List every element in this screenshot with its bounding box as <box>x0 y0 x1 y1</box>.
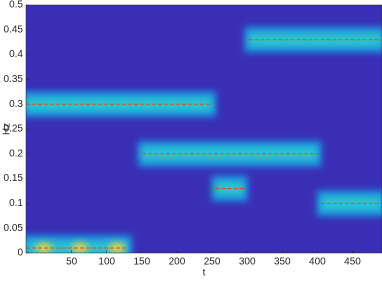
y-tick-label: 0.35 <box>4 74 24 85</box>
x-tick-label: 450 <box>344 257 361 268</box>
plot-frame <box>25 4 382 254</box>
y-tick-label: 0 <box>17 248 23 259</box>
x-axis-label: t <box>203 268 206 279</box>
y-tick-label: 0.4 <box>9 49 23 60</box>
x-tick-label: 300 <box>239 257 256 268</box>
x-tick-label: 150 <box>134 257 151 268</box>
x-tick-label: 50 <box>66 257 78 268</box>
y-tick-label: 0.05 <box>4 223 24 234</box>
y-tick-label: 0.2 <box>9 148 23 159</box>
y-tick-label: 0.15 <box>4 173 24 184</box>
x-tick-label: 350 <box>274 257 291 268</box>
x-tick-label: 200 <box>169 257 186 268</box>
x-tick-label: 100 <box>98 257 115 268</box>
x-tick-label: 250 <box>204 257 221 268</box>
y-axis-label: Hz <box>2 123 13 135</box>
x-tick-label: 400 <box>309 257 326 268</box>
y-tick-label: 0.5 <box>9 0 23 11</box>
y-tick-label: 0.25 <box>4 124 24 135</box>
y-tick-label: 0.45 <box>4 24 24 35</box>
y-tick-label: 0.3 <box>9 99 23 110</box>
y-tick-label: 0.1 <box>9 198 23 209</box>
